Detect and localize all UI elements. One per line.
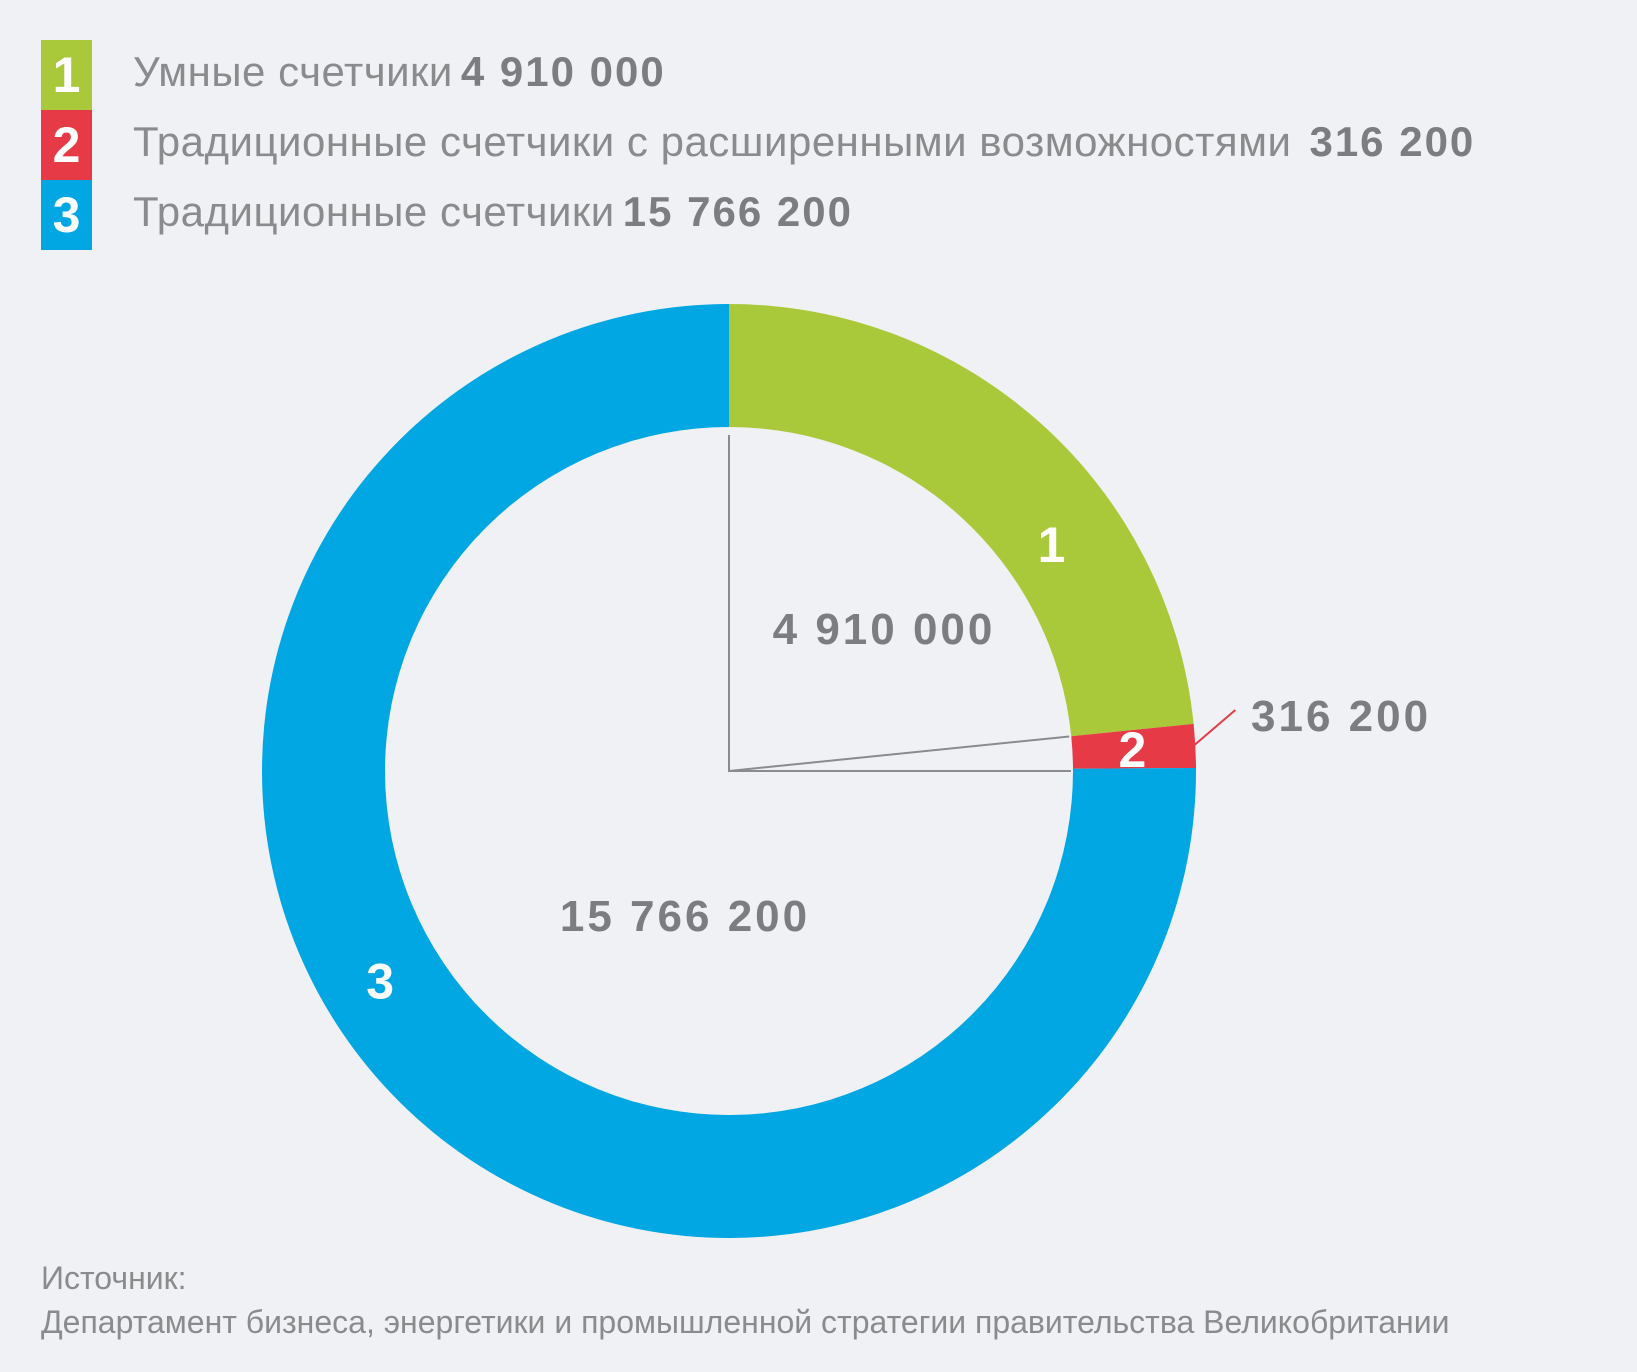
legend-text-3: Традиционные счетчики 15 766 200 <box>133 188 853 236</box>
slice-label-2: 2 <box>1119 722 1150 778</box>
legend-label-1: Умные счетчики <box>133 48 453 95</box>
source-footer: Источник: Департамент бизнеса, энергетик… <box>41 1256 1449 1344</box>
legend-badge-3: 3 <box>41 180 92 250</box>
legend-text-1: Умные счетчики 4 910 000 <box>133 48 666 96</box>
legend-text-2: Традиционные счетчики с расширенными воз… <box>133 118 1475 166</box>
leader-line-extended <box>1192 709 1236 747</box>
slice-label-3: 3 <box>366 953 397 1009</box>
value-label-extended: 316 200 <box>1251 692 1431 741</box>
value-label-traditional: 15 766 200 <box>560 892 810 941</box>
legend-label-3: Традиционные счетчики <box>133 188 615 235</box>
slice-label-1: 1 <box>1038 517 1069 573</box>
source-text: Департамент бизнеса, энергетики и промыш… <box>41 1304 1450 1340</box>
legend-value-1: 4 910 000 <box>460 48 666 95</box>
source-label: Источник: <box>41 1260 187 1296</box>
legend-value-3: 15 766 200 <box>622 188 853 235</box>
legend-label-2: Традиционные счетчики с расширенными воз… <box>133 118 1292 165</box>
legend-badge-1: 1 <box>41 40 92 110</box>
slice-extended-meters <box>1071 723 1196 769</box>
value-label-smart: 4 910 000 <box>773 605 996 654</box>
legend-value-2: 316 200 <box>1309 118 1476 165</box>
slice-smart-meters <box>729 304 1194 737</box>
guide-lines <box>728 435 1071 773</box>
legend-badge-2: 2 <box>41 110 92 180</box>
